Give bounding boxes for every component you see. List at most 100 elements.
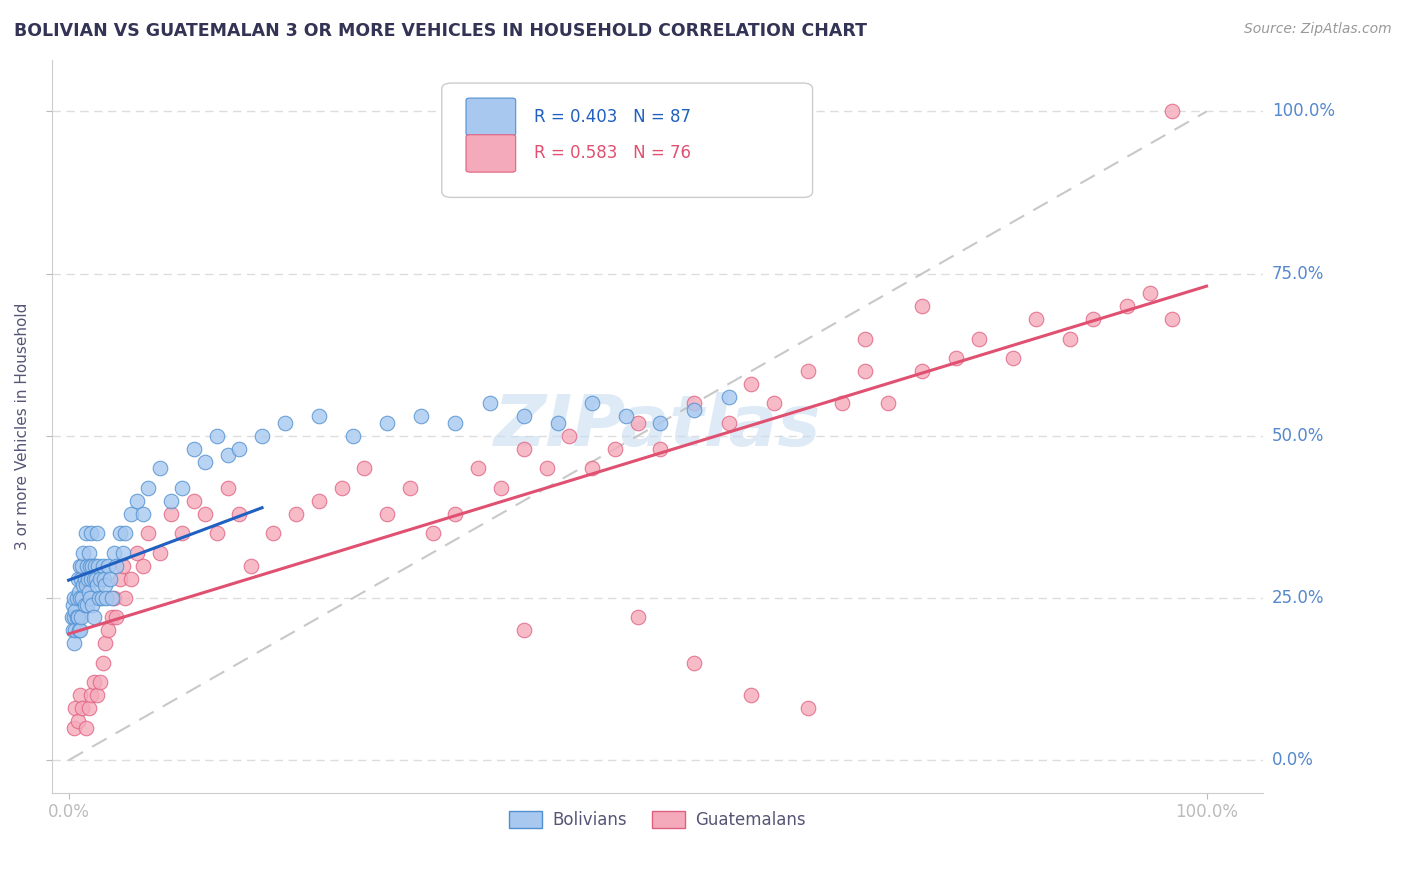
Point [853,332,876,346]
Text: 100.0%: 100.0% [1272,103,1334,120]
Point [444,507,467,521]
Point [797,364,820,378]
Point [411,409,433,424]
Point [467,461,489,475]
FancyBboxPatch shape [465,135,516,172]
Point [194,507,217,521]
Point [87,558,110,573]
Point [73,572,96,586]
Point [65,610,87,624]
Point [489,481,512,495]
Point [1139,286,1161,301]
Point [614,409,637,424]
Point [131,558,153,573]
Point [558,429,581,443]
Point [717,390,740,404]
Point [72,578,94,592]
Point [93,572,115,586]
Point [945,351,967,365]
Text: 25.0%: 25.0% [1272,589,1324,607]
Point [75,578,97,592]
Point [108,572,131,586]
Point [103,546,125,560]
Point [1025,312,1047,326]
Point [83,610,105,624]
Point [69,558,91,573]
Point [125,546,148,560]
Point [717,416,740,430]
Point [160,507,183,521]
Point [86,526,108,541]
Point [330,481,353,495]
Point [84,572,107,586]
Point [967,332,990,346]
Point [70,610,93,624]
Point [82,598,104,612]
Point [63,610,86,624]
Point [1161,312,1184,326]
Point [77,584,100,599]
Point [89,572,111,586]
Point [70,572,93,586]
Point [86,689,108,703]
Point [120,572,142,586]
Point [101,591,124,605]
Point [228,507,250,521]
Point [217,448,239,462]
FancyBboxPatch shape [465,98,516,136]
Point [63,636,86,650]
Point [1161,104,1184,119]
Point [94,636,117,650]
Point [650,416,672,430]
Text: 0.0%: 0.0% [1272,751,1313,769]
Point [90,591,112,605]
Point [136,526,159,541]
Y-axis label: 3 or more Vehicles in Household: 3 or more Vehicles in Household [15,302,30,549]
Point [63,721,86,735]
Point [581,396,603,410]
Point [683,396,706,410]
Point [375,416,398,430]
Point [911,364,934,378]
Point [683,656,706,670]
Point [250,429,273,443]
Point [86,578,108,592]
Point [77,572,100,586]
Point [94,578,117,592]
Point [91,558,114,573]
Text: BOLIVIAN VS GUATEMALAN 3 OR MORE VEHICLES IN HOUSEHOLD CORRELATION CHART: BOLIVIAN VS GUATEMALAN 3 OR MORE VEHICLE… [14,22,868,40]
Point [66,572,89,586]
Point [911,299,934,313]
Point [73,598,96,612]
Point [114,591,136,605]
Point [262,526,284,541]
Point [94,591,117,605]
Point [65,604,87,618]
Text: ZIPatlas: ZIPatlas [494,392,821,460]
Point [67,624,90,638]
Point [120,507,142,521]
Point [194,455,217,469]
Point [75,721,97,735]
Point [69,689,91,703]
Text: R = 0.583   N = 76: R = 0.583 N = 76 [534,145,690,162]
Point [69,591,91,605]
Point [79,591,101,605]
Point [239,558,262,573]
Point [740,376,762,391]
Point [831,396,853,410]
Point [103,591,125,605]
Point [89,591,111,605]
Point [444,416,467,430]
Point [375,507,398,521]
Point [626,610,648,624]
Point [80,526,103,541]
Point [797,701,820,715]
Point [205,526,228,541]
Point [79,558,101,573]
Point [183,442,205,456]
Point [72,546,94,560]
Point [83,572,105,586]
Point [75,526,97,541]
Point [308,409,330,424]
